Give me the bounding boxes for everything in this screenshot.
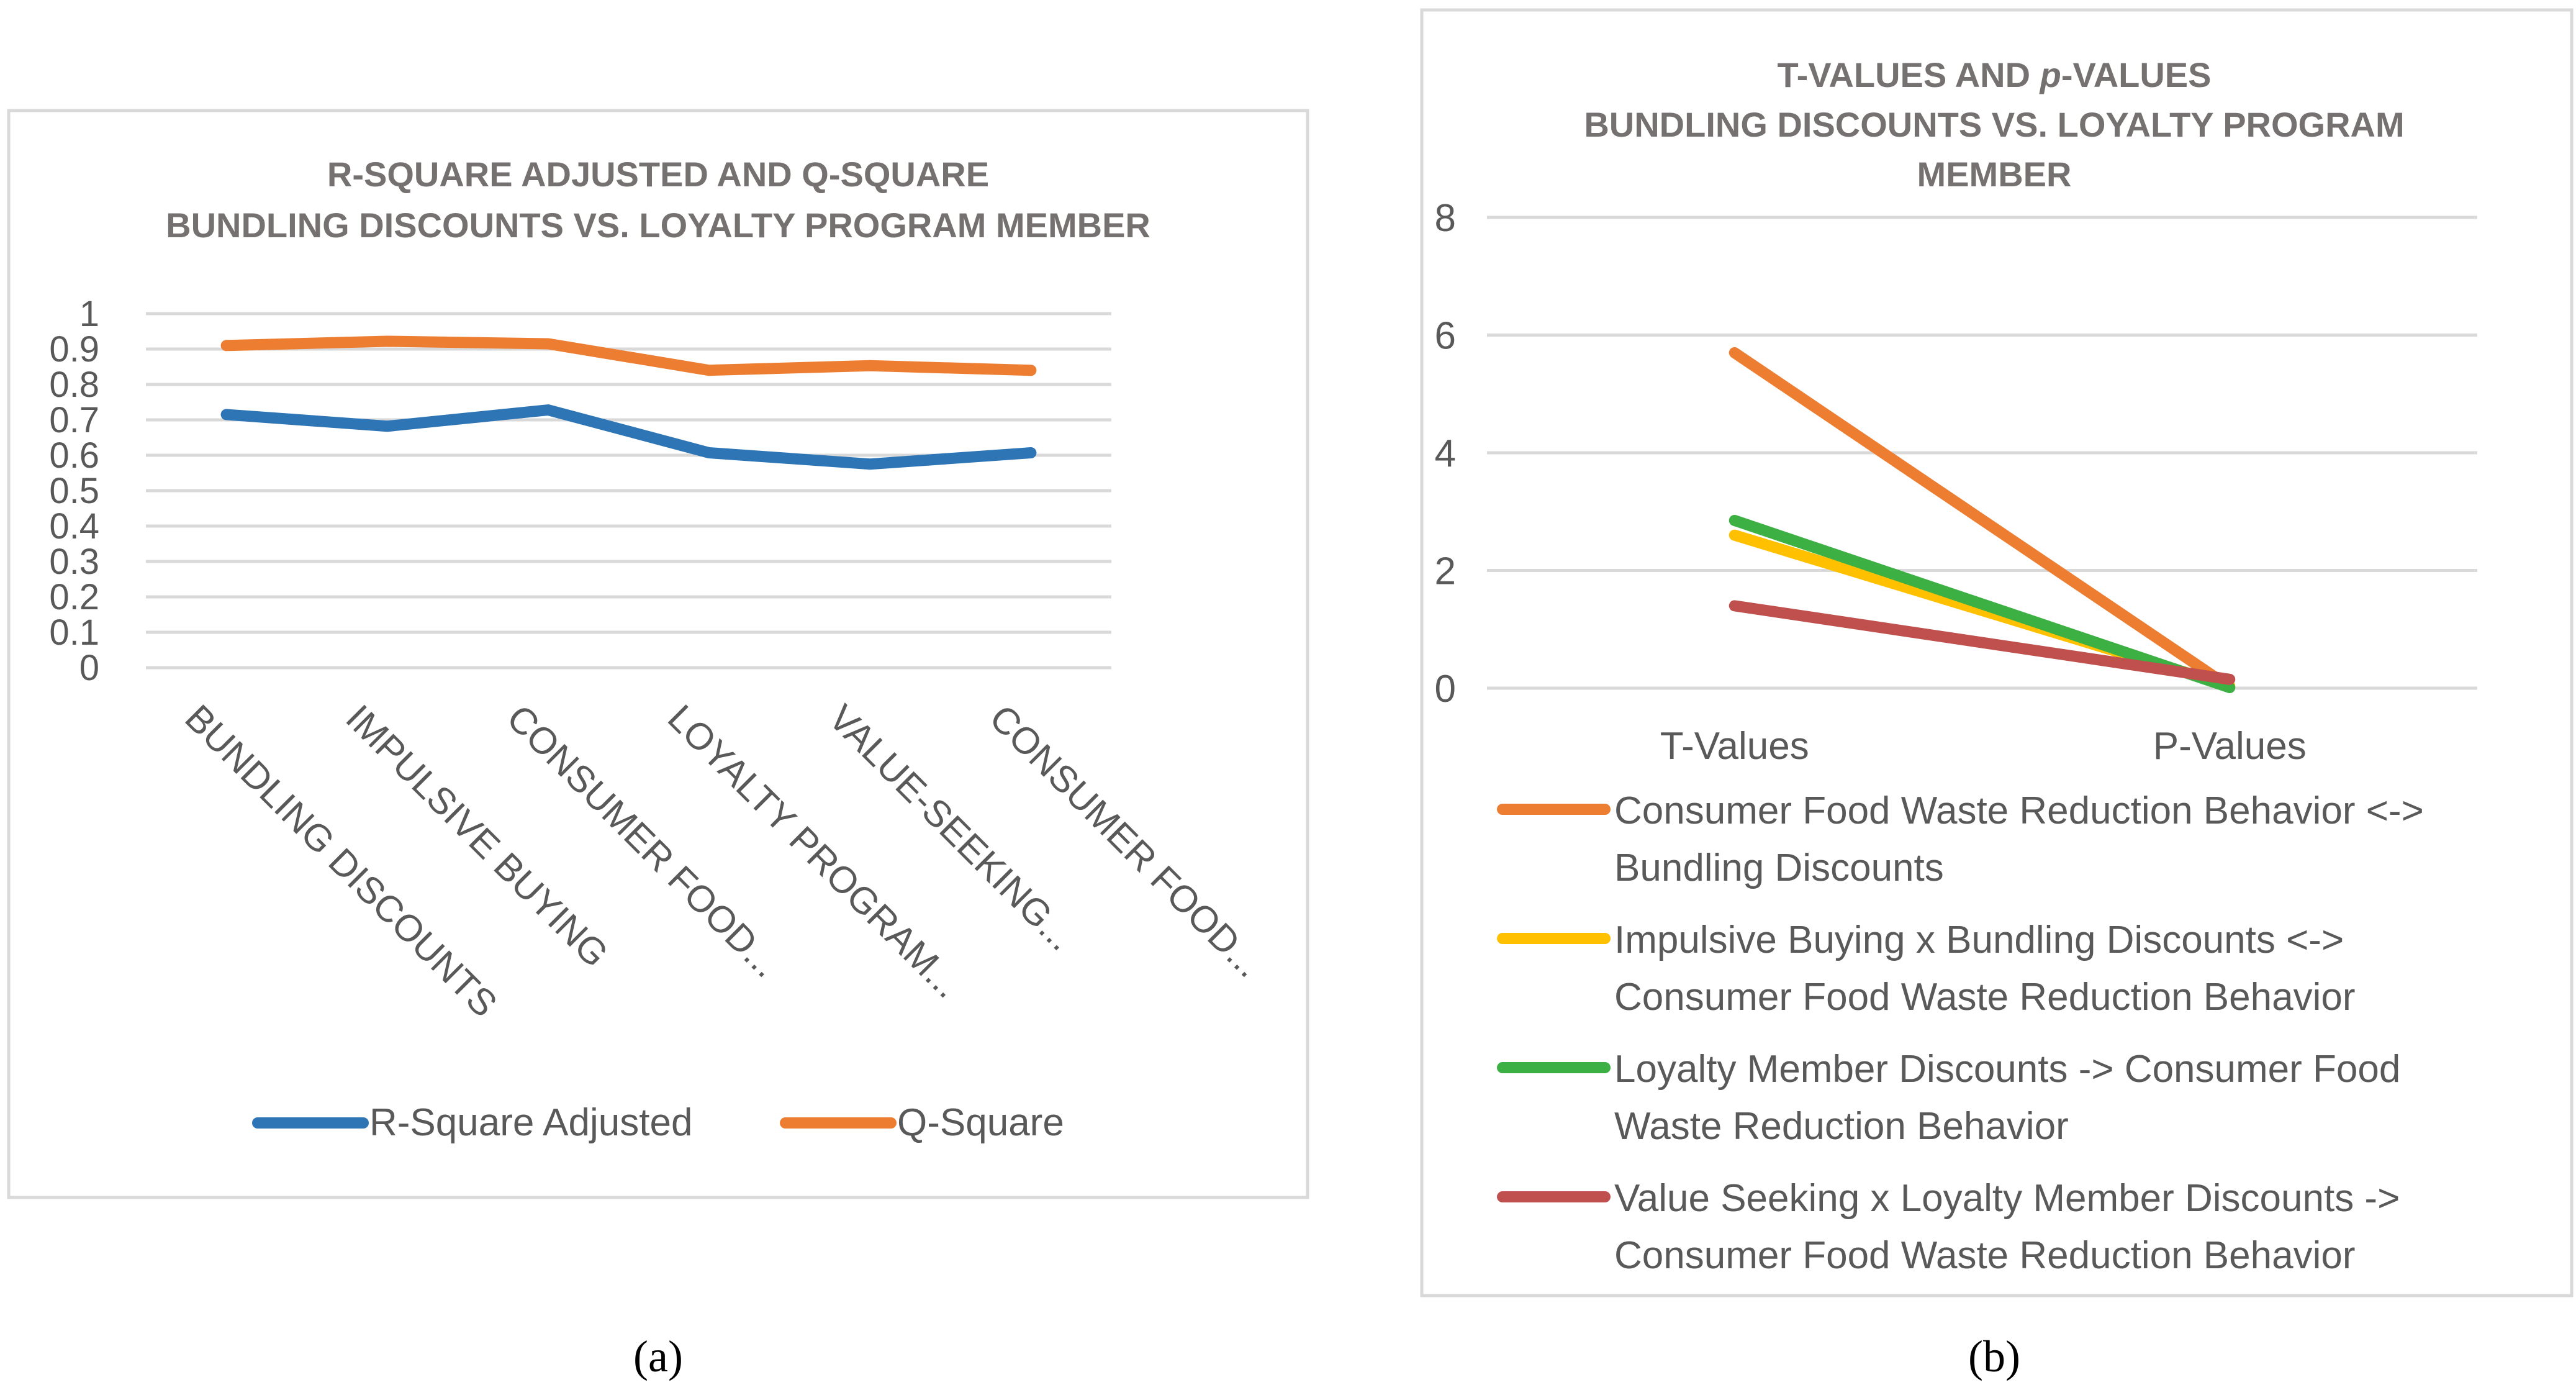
panel-b-frame — [1420, 8, 2574, 1297]
panel-a-y-tick-label: 0.4 — [49, 506, 99, 547]
panel-b-gridlines — [1487, 216, 2477, 690]
panel-a-data-point — [707, 451, 712, 455]
panel-a-series — [220, 335, 1037, 470]
panel-b-legend-label: Value Seeking x Loyalty Member Discounts… — [1614, 1177, 2400, 1220]
panel-a-data-point — [224, 412, 228, 417]
panel-b-legend: Consumer Food Waste Reduction Behavior <… — [1497, 789, 2424, 1277]
panel-b-legend-label: Waste Reduction Behavior — [1614, 1105, 2069, 1148]
panel-b-y-tick-label: 2 — [1435, 550, 1456, 593]
panel-a-gridlines — [146, 312, 1111, 670]
panel-b-title-line-2: BUNDLING DISCOUNTS VS. LOYALTY PROGRAM — [1584, 105, 2404, 144]
panel-a-y-tick-label: 0.8 — [49, 365, 99, 405]
panel-b-data-point — [2228, 686, 2232, 690]
panel-a-data-point — [868, 462, 872, 466]
panel-b-data-point — [1732, 518, 1737, 522]
panel-b-x-axis: T-Values P-Values — [1660, 725, 2307, 768]
panel-a-data-point — [1029, 368, 1033, 373]
panel-b-data-point — [2228, 677, 2232, 681]
panel-b: T-VALUES AND p-VALUES BUNDLING DISCOUNTS… — [1420, 8, 2574, 1381]
panel-b-series-line-1 — [1729, 347, 2236, 693]
panel-a-data-point — [707, 368, 712, 373]
panel-a-legend: R-Square Adjusted Q-Square — [252, 1101, 1064, 1144]
panel-b-x-tick-label: T-Values — [1660, 725, 1809, 768]
panel-b-data-point — [1732, 533, 1737, 537]
panel-a-data-point — [224, 343, 228, 348]
panel-a-data-point — [385, 339, 389, 343]
panel-b-title-line-1: T-VALUES AND p-VALUES — [1778, 55, 2212, 94]
panel-a-y-axis: 00.10.20.30.40.50.60.70.80.91 — [49, 294, 99, 688]
panel-a-y-tick-label: 0 — [79, 648, 99, 688]
panel-b-y-tick-label: 8 — [1435, 197, 1456, 240]
panel-b-series-line-4 — [1729, 600, 2236, 685]
panel-b-y-axis: 0 2 4 6 8 — [1435, 197, 1456, 711]
panel-a-frame — [7, 109, 1309, 1199]
panel-b-y-tick-label: 4 — [1435, 432, 1456, 475]
panel-a-y-tick-label: 0.3 — [49, 542, 99, 582]
panel-a-y-tick-label: 1 — [79, 294, 99, 334]
panel-b-title-part-1: T-VALUES AND — [1778, 55, 2040, 94]
panel-b-series-line-3 — [1729, 514, 2236, 694]
panel-b-legend-label: Consumer Food Waste Reduction Behavior <… — [1614, 789, 2424, 832]
panel-b-y-tick-label: 6 — [1435, 315, 1456, 358]
panel-b-title-part-2: -VALUES — [2061, 55, 2212, 94]
panel-a-y-tick-label: 0.6 — [49, 435, 99, 476]
panel-a-series-line-2 — [220, 335, 1037, 376]
panel-a-legend-label: Q-Square — [897, 1101, 1064, 1144]
panel-a-title-line-1: R-SQUARE ADJUSTED AND Q-SQUARE — [327, 155, 989, 194]
panel-a-title-line-2: BUNDLING DISCOUNTS VS. LOYALTY PROGRAM M… — [166, 206, 1150, 245]
panel-a-y-tick-label: 0.2 — [49, 577, 99, 617]
panel-b-legend-label: Loyalty Member Discounts -> Consumer Foo… — [1614, 1048, 2400, 1091]
panel-a: R-SQUARE ADJUSTED AND Q-SQUARE BUNDLING … — [7, 109, 1309, 1381]
panel-a-label: (a) — [633, 1332, 683, 1381]
panel-b-legend-label: Consumer Food Waste Reduction Behavior — [1614, 976, 2356, 1019]
panel-b-legend-label: Bundling Discounts — [1614, 847, 1944, 889]
panel-a-series-line-1 — [220, 404, 1037, 470]
panel-b-data-point — [1732, 604, 1737, 608]
panel-b-series — [1729, 347, 2236, 694]
panel-b-title-p: p — [2039, 55, 2061, 94]
panel-a-data-point — [546, 408, 550, 412]
panel-a-y-tick-label: 0.1 — [49, 612, 99, 653]
panel-a-legend-label: R-Square Adjusted — [369, 1101, 692, 1144]
panel-b-x-tick-label: P-Values — [2153, 725, 2307, 768]
panel-a-y-tick-label: 0.5 — [49, 471, 99, 511]
panel-a-y-tick-label: 0.9 — [49, 329, 99, 370]
panel-a-data-point — [385, 424, 389, 429]
panel-a-data-point — [546, 342, 550, 346]
panel-b-y-tick-label: 0 — [1435, 668, 1456, 711]
panel-a-data-point — [1029, 451, 1033, 455]
panel-b-legend-label: Consumer Food Waste Reduction Behavior — [1614, 1234, 2356, 1277]
panel-a-data-point — [868, 363, 872, 368]
panel-b-label: (b) — [1968, 1332, 2020, 1381]
panel-b-data-point — [1732, 350, 1737, 355]
panel-b-legend-label: Impulsive Buying x Bundling Discounts <-… — [1614, 919, 2344, 961]
panel-b-title-line-3: MEMBER — [1917, 155, 2072, 194]
panel-a-y-tick-label: 0.7 — [49, 400, 99, 440]
